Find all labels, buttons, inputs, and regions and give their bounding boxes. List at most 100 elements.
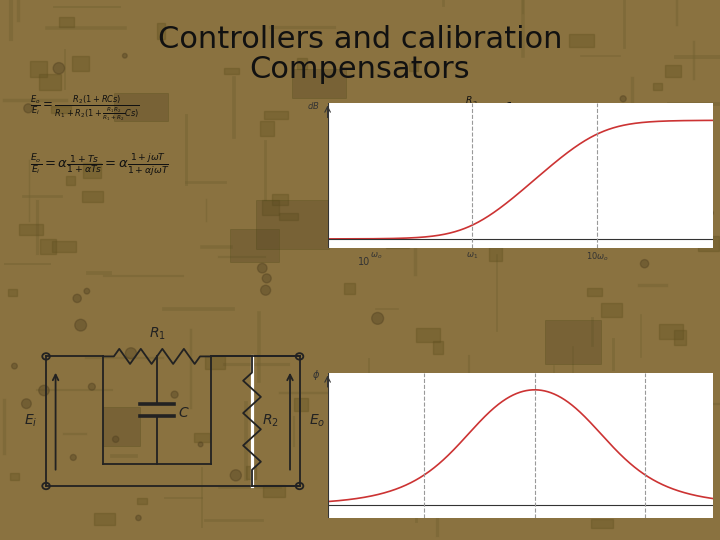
Circle shape [262, 274, 271, 283]
Circle shape [89, 383, 95, 390]
Circle shape [12, 363, 17, 369]
Bar [224, 68, 238, 75]
Circle shape [338, 177, 344, 182]
Text: $dB$: $dB$ [307, 99, 320, 111]
Bar [279, 213, 298, 220]
Circle shape [419, 134, 426, 141]
Bar [114, 93, 168, 121]
Bar [634, 477, 647, 492]
Bar [698, 236, 719, 251]
Text: $\frac{E_o}{E_i} = \alpha\frac{1+Ts}{1+\alpha Ts} = \alpha\frac{1+j\omega T}{1+\: $\frac{E_o}{E_i} = \alpha\frac{1+Ts}{1+\… [30, 152, 169, 178]
Circle shape [53, 63, 65, 74]
Text: $\alpha = \frac{R_2}{R_1+R_2} < 1$: $\alpha = \frac{R_2}{R_1+R_2} < 1$ [430, 96, 516, 120]
Bar [30, 60, 48, 77]
Bar [262, 200, 279, 214]
Bar [653, 83, 662, 90]
Text: $E_o$: $E_o$ [309, 413, 325, 429]
Bar [599, 167, 615, 174]
Bar [364, 124, 381, 138]
Text: $R_1$: $R_1$ [148, 325, 166, 342]
Circle shape [125, 348, 137, 359]
Bar [384, 160, 404, 168]
Bar [72, 56, 89, 71]
Circle shape [84, 288, 90, 294]
Bar [601, 303, 621, 317]
Bar [230, 229, 279, 262]
Bar [433, 341, 443, 354]
Bar [480, 441, 503, 455]
Bar [408, 484, 433, 500]
Bar [595, 404, 611, 411]
Bar [10, 473, 19, 480]
Bar [8, 289, 17, 296]
Bar [156, 23, 165, 39]
Circle shape [39, 385, 49, 396]
Bar [137, 498, 147, 504]
Bar [665, 152, 683, 163]
Bar [673, 330, 686, 345]
Bar [83, 163, 102, 178]
Circle shape [355, 489, 363, 497]
Bar [545, 320, 601, 364]
Circle shape [75, 319, 86, 331]
Bar [416, 328, 441, 342]
Bar [66, 176, 76, 185]
Circle shape [112, 436, 119, 442]
Bar [569, 34, 594, 48]
Bar [489, 247, 502, 261]
Circle shape [24, 104, 33, 113]
Bar [261, 121, 274, 136]
Circle shape [22, 399, 31, 409]
Text: $\frac{E_o}{E_i} = \frac{R_2(1+RCs)}{R_1 + R_2(1+\frac{R_1 R_2}{R_1+R_2}Cs)}$: $\frac{E_o}{E_i} = \frac{R_2(1+RCs)}{R_1… [30, 93, 140, 123]
Bar [264, 485, 284, 497]
Circle shape [640, 260, 649, 268]
Text: Controllers and calibration: Controllers and calibration [158, 25, 562, 55]
Bar [659, 324, 683, 339]
Circle shape [707, 210, 714, 216]
Text: $\omega_1$: $\omega_1$ [466, 251, 478, 261]
Bar [668, 144, 686, 156]
Text: $\phi$: $\phi$ [312, 368, 320, 382]
Bar [554, 118, 564, 130]
Bar [271, 194, 287, 206]
Bar [59, 17, 73, 27]
Text: $\omega_o$: $\omega_o$ [369, 251, 382, 261]
Bar [441, 166, 456, 178]
Bar [19, 224, 42, 235]
Bar [433, 475, 442, 488]
Circle shape [261, 285, 271, 295]
Bar [264, 111, 288, 118]
Bar [387, 238, 409, 248]
Bar [668, 212, 680, 225]
Bar [246, 465, 256, 479]
Circle shape [536, 437, 541, 443]
Text: 10: 10 [359, 257, 371, 267]
Circle shape [258, 264, 267, 273]
Text: $10\omega_o$: $10\omega_o$ [586, 251, 609, 264]
Text: $C$: $C$ [178, 406, 189, 420]
Bar [409, 63, 418, 71]
Bar [526, 110, 550, 120]
Bar [292, 69, 346, 98]
Circle shape [422, 168, 433, 178]
Bar [52, 241, 76, 252]
Circle shape [171, 391, 178, 398]
Bar [51, 106, 71, 113]
Bar [297, 58, 307, 69]
Circle shape [372, 313, 384, 325]
Circle shape [462, 228, 469, 235]
Circle shape [230, 470, 241, 481]
Bar [294, 397, 307, 411]
Bar [194, 433, 210, 442]
Bar [40, 239, 55, 254]
Bar [94, 513, 114, 525]
Text: Compensators: Compensators [250, 56, 470, 84]
Bar [205, 355, 225, 369]
Bar [665, 65, 681, 77]
Bar [591, 519, 613, 528]
Circle shape [620, 96, 626, 102]
Circle shape [73, 294, 81, 302]
Circle shape [136, 515, 141, 521]
Bar [665, 231, 684, 242]
Bar [515, 114, 527, 122]
